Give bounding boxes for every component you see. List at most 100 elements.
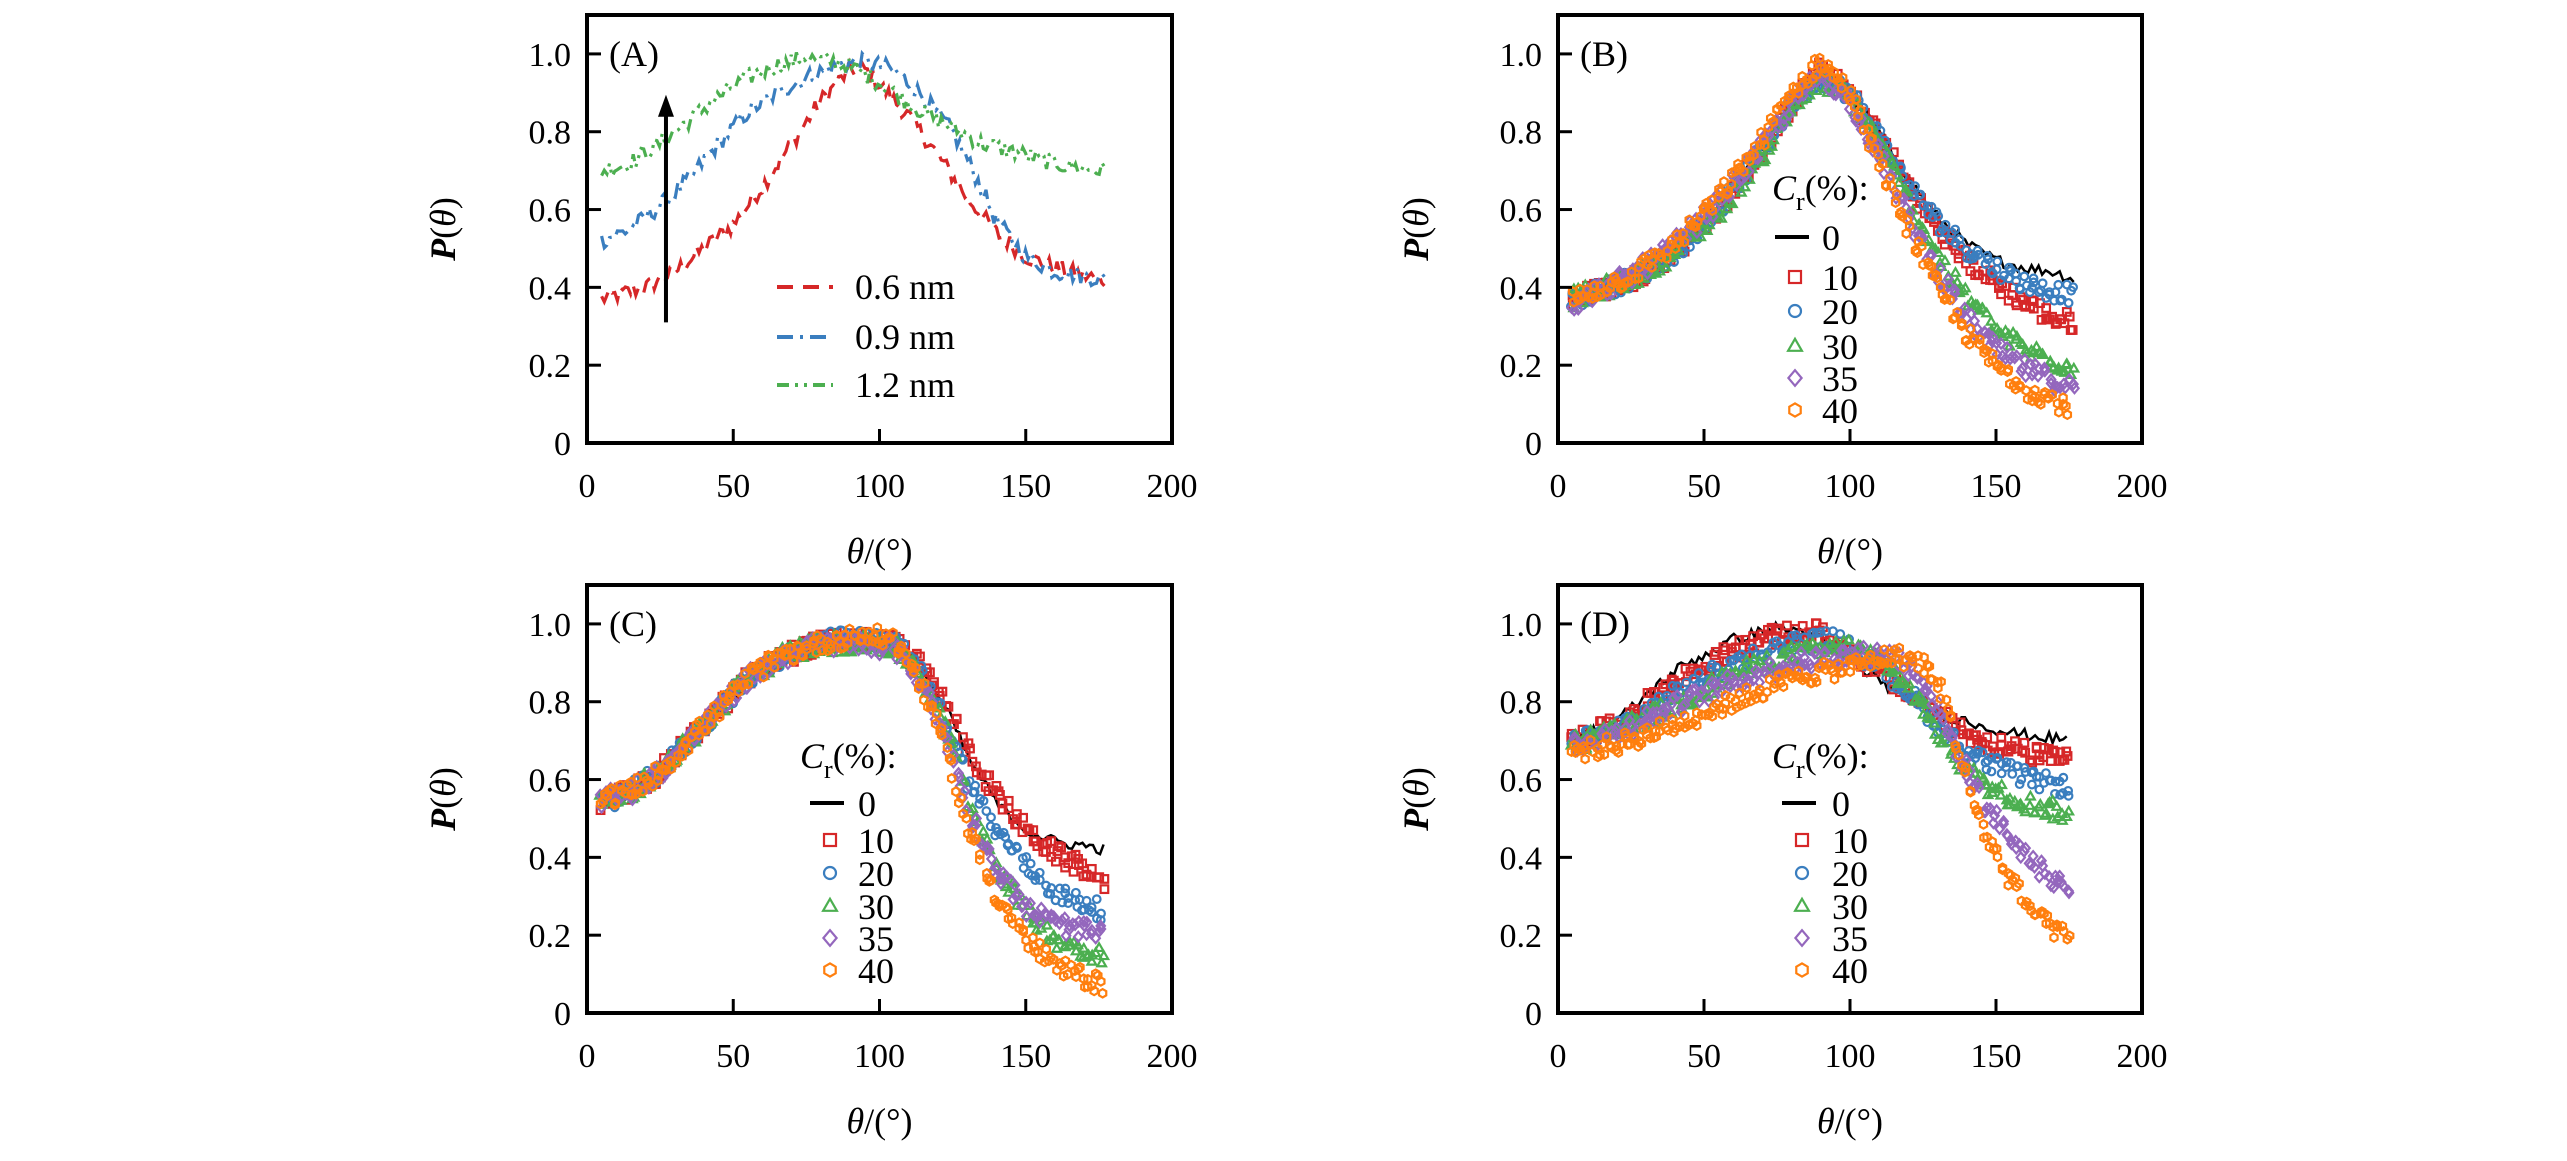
y-axis-label-symbol: P: [1396, 808, 1436, 832]
series-40: [1566, 642, 2075, 945]
data-point: [1932, 272, 1943, 284]
data-point: [1622, 739, 1633, 751]
y-tick-label: 0.4: [529, 270, 572, 307]
data-point: [1681, 677, 1692, 688]
data-point: [1904, 220, 1915, 232]
data-point: [610, 797, 620, 809]
data-point: [1873, 148, 1883, 160]
data-point: [1980, 306, 1993, 318]
data-point: [2007, 769, 2018, 779]
data-point: [1089, 946, 1102, 958]
y-axis-label-paren: (: [1396, 797, 1436, 809]
data-point: [2043, 356, 2057, 367]
x-axis-label-unit: /(°): [1835, 1101, 1883, 1141]
data-point: [2010, 383, 2021, 395]
data-point: [1693, 216, 1703, 227]
data-point: [1950, 749, 1962, 764]
data-point: [657, 771, 669, 785]
legend-marker-square: [822, 832, 838, 848]
data-point: [1021, 852, 1032, 862]
data-point: [1700, 224, 1714, 236]
data-point: [1650, 725, 1661, 737]
data-point: [2036, 347, 2049, 359]
data-point: [743, 678, 754, 690]
data-point: [1800, 672, 1810, 684]
data-point: [1857, 639, 1870, 653]
data-point: [1085, 954, 1099, 966]
y-axis-label-theta: θ: [1396, 209, 1436, 227]
data-point: [1917, 707, 1930, 719]
data-point: [1977, 771, 1990, 783]
data-point: [1095, 922, 1107, 936]
legend-marker-hexagon: [1788, 402, 1802, 418]
data-point: [1018, 924, 1028, 936]
data-point: [1730, 695, 1741, 707]
data-point: [1804, 657, 1816, 672]
x-tick-label: 150: [1971, 1038, 2022, 1075]
data-point: [1973, 249, 1984, 260]
data-point: [901, 648, 911, 659]
x-tick-label: 50: [716, 1038, 750, 1075]
data-point: [1945, 709, 1956, 721]
data-point: [872, 622, 883, 633]
data-point: [653, 775, 663, 787]
data-point: [1982, 732, 1993, 743]
data-point: [1749, 149, 1759, 161]
legend-label: 40: [1832, 951, 1868, 991]
data-point: [1855, 104, 1866, 116]
data-point: [1990, 321, 2004, 333]
x-tick-label: 100: [1825, 468, 1876, 505]
data-point: [1972, 804, 1982, 816]
data-point: [2067, 377, 2080, 391]
data-point: [1795, 660, 1807, 674]
data-point: [1783, 93, 1794, 105]
data-point: [2011, 349, 2023, 363]
y-axis-label-theta: θ: [1396, 779, 1436, 797]
data-point: [1082, 981, 1093, 993]
data-point: [2044, 287, 2055, 298]
data-point: [1661, 252, 1672, 264]
data-point: [2016, 774, 2027, 785]
data-point: [1726, 197, 1739, 209]
legend-label: 35: [858, 919, 894, 959]
data-point: [1945, 711, 1956, 723]
data-point: [1707, 205, 1717, 217]
data-point: [1765, 139, 1779, 151]
data-point: [1852, 660, 1863, 672]
data-point: [1955, 717, 1966, 728]
legend-marker-diamond: [821, 928, 839, 948]
data-point: [1747, 643, 1758, 654]
data-point: [2037, 278, 2048, 289]
data-point: [1679, 710, 1690, 722]
data-point: [1811, 676, 1822, 688]
data-point: [1727, 705, 1737, 716]
legend-title: Cr(%):: [1772, 168, 1869, 216]
data-point: [2064, 930, 2075, 942]
data-point: [2028, 277, 2039, 288]
data-point: [1987, 816, 2000, 830]
legend-marker-triangle: [821, 896, 839, 912]
legend-label: 20: [1832, 854, 1868, 894]
data-point: [2008, 794, 2022, 806]
data-point: [1981, 801, 1993, 815]
data-point: [1050, 856, 1061, 867]
panel-tag: (D): [1580, 604, 1630, 644]
data-point: [1650, 247, 1660, 259]
data-point: [1001, 870, 1013, 884]
data-point: [683, 744, 694, 756]
legend-title-unit: (%):: [833, 736, 897, 776]
data-point: [1569, 296, 1579, 308]
data-point: [2014, 878, 2024, 890]
data-point: [1901, 228, 1911, 239]
data-point: [2018, 844, 2030, 858]
data-point: [1688, 220, 1699, 232]
data-point: [2035, 298, 2045, 309]
data-point: [1797, 674, 1808, 686]
data-point: [1979, 832, 1989, 844]
data-point: [2062, 884, 2075, 898]
data-point: [1745, 150, 1755, 162]
data-point: [1997, 817, 2010, 831]
y-tick-label: 1.0: [1500, 37, 1543, 74]
data-point: [1994, 788, 2008, 800]
